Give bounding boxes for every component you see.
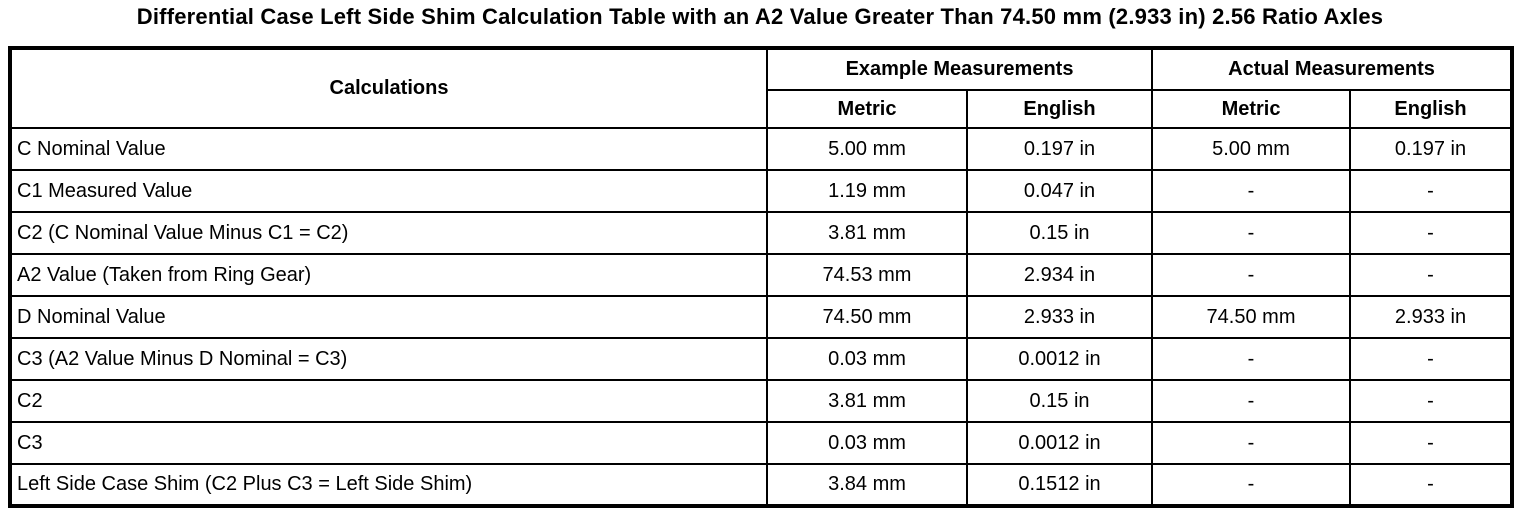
table-row: Left Side Case Shim (C2 Plus C3 = Left S…: [9, 463, 1514, 507]
actual-english-value: -: [1349, 253, 1514, 297]
row-label: C1 Measured Value: [9, 169, 768, 213]
shim-calculation-table: Calculations Example Measurements Actual…: [8, 46, 1515, 508]
header-example-metric: Metric: [766, 89, 968, 129]
row-label: C2: [9, 379, 768, 423]
table-row: C3 (A2 Value Minus D Nominal = C3) 0.03 …: [9, 337, 1514, 381]
example-metric-value: 0.03 mm: [766, 337, 968, 381]
actual-metric-value: -: [1151, 211, 1352, 255]
example-metric-value: 5.00 mm: [766, 127, 968, 171]
example-english-value: 0.0012 in: [965, 337, 1154, 381]
example-metric-value: 3.81 mm: [766, 379, 968, 423]
example-metric-value: 74.50 mm: [766, 295, 968, 339]
table-row: D Nominal Value 74.50 mm 2.933 in 74.50 …: [9, 295, 1514, 339]
example-english-value: 0.0012 in: [965, 421, 1154, 465]
example-english-value: 0.15 in: [965, 379, 1154, 423]
actual-metric-value: -: [1151, 337, 1352, 381]
actual-metric-value: -: [1151, 253, 1352, 297]
actual-english-value: -: [1349, 337, 1514, 381]
header-actual-measurements: Actual Measurements: [1151, 47, 1514, 91]
header-calculations: Calculations: [9, 47, 768, 129]
header-group-row: Calculations Example Measurements Actual…: [9, 47, 1514, 129]
example-metric-value: 1.19 mm: [766, 169, 968, 213]
table-row: C1 Measured Value 1.19 mm 0.047 in - -: [9, 169, 1514, 213]
actual-metric-value: 74.50 mm: [1151, 295, 1352, 339]
row-label: A2 Value (Taken from Ring Gear): [9, 253, 768, 297]
row-label: C3: [9, 421, 768, 465]
row-label: Left Side Case Shim (C2 Plus C3 = Left S…: [9, 463, 768, 507]
header-actual-english: English: [1349, 89, 1514, 129]
row-label: C Nominal Value: [9, 127, 768, 171]
table-row: C3 0.03 mm 0.0012 in - -: [9, 421, 1514, 465]
example-metric-value: 74.53 mm: [766, 253, 968, 297]
row-label: C3 (A2 Value Minus D Nominal = C3): [9, 337, 768, 381]
row-label: C2 (C Nominal Value Minus C1 = C2): [9, 211, 768, 255]
table-header: Calculations Example Measurements Actual…: [9, 47, 1514, 129]
actual-metric-value: -: [1151, 169, 1352, 213]
example-english-value: 0.047 in: [965, 169, 1154, 213]
example-english-value: 0.197 in: [965, 127, 1154, 171]
example-metric-value: 3.84 mm: [766, 463, 968, 507]
actual-english-value: -: [1349, 421, 1514, 465]
header-actual-metric: Metric: [1151, 89, 1352, 129]
page-title: Differential Case Left Side Shim Calcula…: [136, 4, 1384, 29]
actual-metric-value: 5.00 mm: [1151, 127, 1352, 171]
actual-english-value: -: [1349, 169, 1514, 213]
header-unit-row: Metric English Metric English: [10, 89, 1514, 129]
actual-english-value: 0.197 in: [1349, 127, 1514, 171]
example-english-value: 2.934 in: [965, 253, 1154, 297]
actual-english-value: 2.933 in: [1349, 295, 1514, 339]
table-row: C2 (C Nominal Value Minus C1 = C2) 3.81 …: [9, 211, 1514, 255]
actual-metric-value: -: [1151, 379, 1352, 423]
actual-metric-value: -: [1151, 463, 1352, 507]
actual-english-value: -: [1349, 379, 1514, 423]
table-row: C2 3.81 mm 0.15 in - -: [9, 379, 1514, 423]
row-label: D Nominal Value: [9, 295, 768, 339]
table-row: C Nominal Value 5.00 mm 0.197 in 5.00 mm…: [9, 127, 1514, 171]
actual-metric-value: -: [1151, 421, 1352, 465]
header-example-english: English: [965, 89, 1154, 129]
table-row: A2 Value (Taken from Ring Gear) 74.53 mm…: [9, 253, 1514, 297]
example-english-value: 0.15 in: [965, 211, 1154, 255]
example-metric-value: 3.81 mm: [766, 211, 968, 255]
actual-english-value: -: [1349, 211, 1514, 255]
example-english-value: 0.1512 in: [965, 463, 1154, 507]
actual-english-value: -: [1349, 463, 1514, 507]
header-example-measurements: Example Measurements: [765, 47, 1154, 91]
table-body: C Nominal Value 5.00 mm 0.197 in 5.00 mm…: [9, 127, 1514, 507]
example-english-value: 2.933 in: [965, 295, 1154, 339]
example-metric-value: 0.03 mm: [766, 421, 968, 465]
